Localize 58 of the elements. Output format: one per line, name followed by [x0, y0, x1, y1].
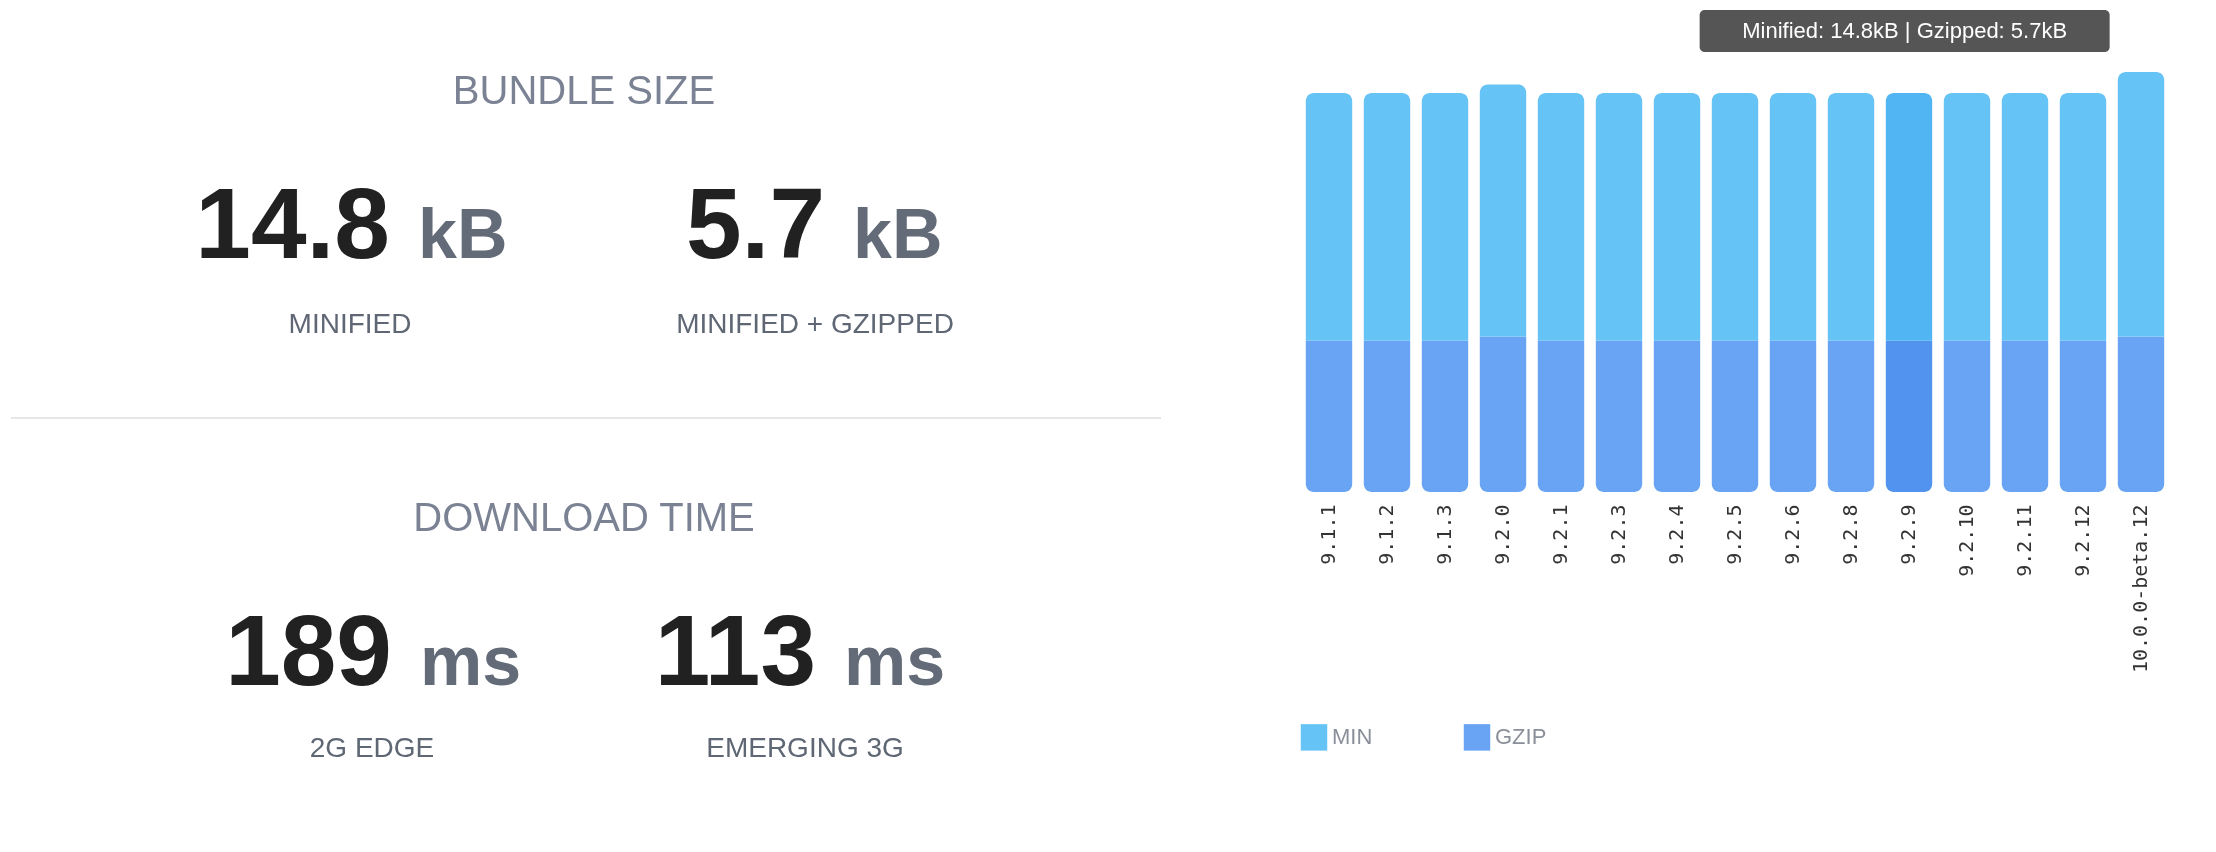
bar: [1537, 340, 1585, 492]
bar: [1943, 340, 1991, 492]
x-tick-label: 9.2.4: [1664, 504, 1688, 565]
text: 113 ms: [654, 594, 946, 706]
x-tick-label: 9.2.9: [1896, 504, 1920, 565]
text: EMERGING 3G: [706, 732, 904, 763]
bar: [1885, 340, 1933, 492]
bar: [1769, 340, 1817, 492]
text: 2G EDGE: [309, 732, 435, 763]
bar: [1595, 340, 1643, 492]
x-tick-label: 10.0.0-beta.12: [2128, 504, 2152, 674]
x-tick-label: 9.2.8: [1838, 504, 1862, 565]
bar: [1711, 93, 1759, 341]
bar: [1885, 93, 1933, 341]
text: 14.8 kB: [195, 167, 508, 279]
bar: [1653, 93, 1701, 341]
bar: [1769, 93, 1817, 341]
legend-label: MIN: [1332, 724, 1373, 750]
bar: [1363, 93, 1411, 341]
bar: [2059, 340, 2107, 492]
x-tick-label: 9.2.12: [2070, 504, 2094, 577]
text: MINIFIED + GZIPPED: [676, 308, 954, 339]
bar: [1827, 340, 1875, 492]
bar: [2001, 93, 2049, 341]
bar: [2059, 93, 2107, 341]
x-tick-label: 9.2.11: [2012, 504, 2036, 577]
bar: [1827, 93, 1875, 341]
x-tick-label: 9.1.1: [1316, 504, 1340, 565]
x-tick-label: 9.2.1: [1548, 504, 1572, 565]
x-tick-label: 9.1.3: [1432, 504, 1456, 565]
x-tick-label: 9.2.10: [1954, 504, 1978, 577]
x-tick-label: 9.2.6: [1780, 504, 1804, 565]
text: MINIFIED: [288, 308, 412, 339]
bar: [1479, 84, 1527, 337]
bar: [1537, 93, 1585, 341]
bar: [1305, 340, 1353, 492]
bar: [1595, 93, 1643, 341]
x-tick-label: 9.2.5: [1722, 504, 1746, 565]
x-tick-label: 9.2.0: [1490, 504, 1514, 565]
bar: [1421, 93, 1469, 341]
text: 5.7 kB: [685, 167, 943, 279]
text: 189 ms: [225, 594, 522, 706]
bar: [1479, 336, 1527, 492]
x-tick-label: 9.1.2: [1374, 504, 1398, 565]
bar: [1305, 93, 1353, 341]
text: BUNDLE SIZE: [452, 68, 716, 112]
bar: [2117, 72, 2165, 337]
text: Minified: 14.8kB | Gzipped: 5.7kB: [1742, 18, 2068, 43]
bar: [1653, 340, 1701, 492]
text: DOWNLOAD TIME: [413, 495, 755, 539]
bar: [2001, 340, 2049, 492]
bar: [1943, 93, 1991, 341]
bar: [1711, 340, 1759, 492]
bar: [1363, 340, 1411, 492]
legend-label: GZIP: [1495, 724, 1547, 750]
bar: [2117, 336, 2165, 492]
x-tick-label: 9.2.3: [1606, 504, 1630, 565]
bar: [1421, 340, 1469, 492]
